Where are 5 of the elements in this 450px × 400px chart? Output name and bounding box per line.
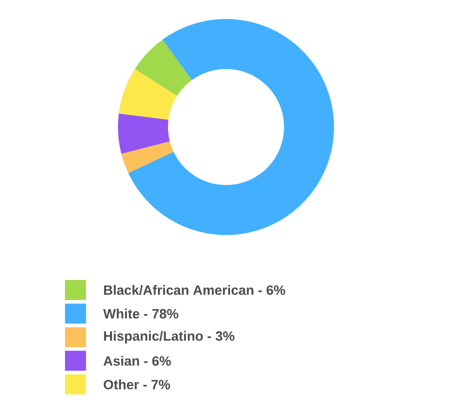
legend-label: Black/African American - 6% [104, 284, 286, 296]
legend-label: Hispanic/Latino - 3% [104, 330, 234, 344]
legend-label: Other - 7% [104, 379, 170, 390]
legend-label: White - 78% [103, 308, 178, 319]
legend-label: Asian - 6% [104, 356, 171, 366]
